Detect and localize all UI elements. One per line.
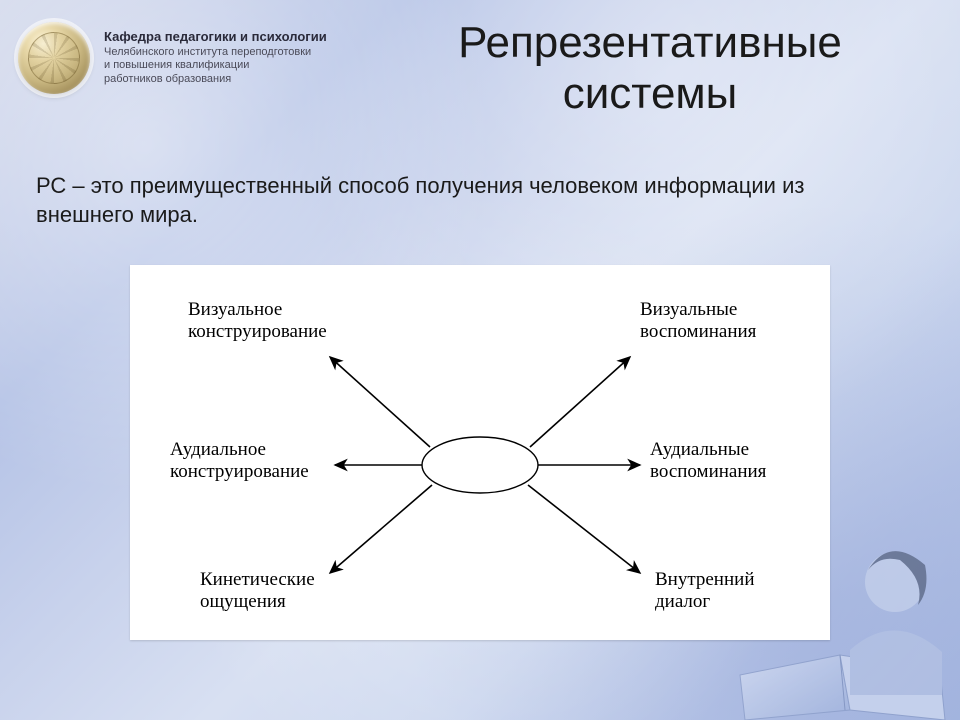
- diagram-label-kinetic: Кинетическиеощущения: [200, 569, 315, 612]
- diagram-label-visual_construct: Визуальноеконструирование: [188, 299, 327, 342]
- diagram-label-audio_memory: Аудиальныевоспоминания: [650, 439, 767, 482]
- diagram-label-inner_dialog: Внутреннийдиалог: [655, 569, 754, 612]
- institution-line4: работников образования: [104, 73, 327, 87]
- definition-text: РС – это преимущественный способ получен…: [36, 172, 880, 229]
- diagram-svg: Визуальноеконструирование Визуальныевоспо…: [130, 265, 830, 640]
- diagram-arrow-visual_memory: [530, 357, 630, 447]
- institution-text: Кафедра педагогики и психологии Челябинс…: [104, 29, 327, 87]
- diagram-center-ellipse: [422, 437, 538, 493]
- diagram-label-visual_memory: Визуальныевоспоминания: [640, 299, 757, 342]
- institution-line2: Челябинского института переподготовки: [104, 46, 327, 60]
- header-block: Кафедра педагогики и психологии Челябинс…: [18, 22, 327, 94]
- diagram-label-audio_construct: Аудиальноеконструирование: [170, 439, 309, 482]
- slide-title: Репрезентативные системы: [380, 18, 920, 119]
- slide-root: Кафедра педагогики и психологии Челябинс…: [0, 0, 960, 720]
- institution-line3: и повышения квалификации: [104, 59, 327, 73]
- logo-medallion-icon: [18, 22, 90, 94]
- diagram-arrow-inner_dialog: [528, 485, 640, 573]
- institution-line1: Кафедра педагогики и психологии: [104, 29, 327, 45]
- diagram-arrow-kinetic: [330, 485, 432, 573]
- diagram-arrow-visual_construct: [330, 357, 430, 447]
- diagram-panel: Визуальноеконструирование Визуальныевоспо…: [130, 265, 830, 640]
